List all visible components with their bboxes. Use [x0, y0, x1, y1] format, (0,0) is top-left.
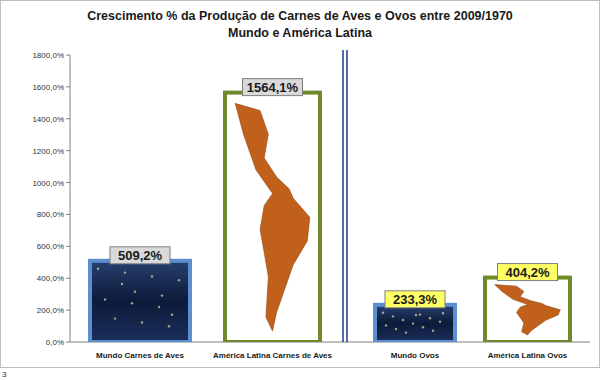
chart: Crescimento % da Produção de Carnes de A…	[0, 0, 600, 380]
annotation: 3	[2, 370, 7, 379]
bar	[485, 278, 570, 342]
y-tick	[66, 214, 70, 215]
y-tick	[66, 182, 70, 183]
y-tick-label: 1200,0%	[32, 147, 64, 156]
bar	[90, 261, 190, 342]
y-tick	[66, 150, 70, 151]
y-tick-label: 1800,0%	[32, 51, 64, 60]
label-box	[243, 79, 303, 96]
label-box	[110, 247, 170, 264]
y-tick	[66, 342, 70, 343]
y-tick-label: 1600,0%	[32, 83, 64, 92]
data-label: 404,2%	[505, 265, 550, 280]
y-tick	[66, 246, 70, 247]
y-axis	[70, 55, 71, 342]
y-tick	[66, 310, 70, 311]
texture	[422, 326, 424, 328]
bar	[225, 93, 320, 342]
texture	[395, 328, 397, 330]
y-tick-label: 0,0%	[46, 338, 64, 347]
y-tick-label: 1000,0%	[32, 179, 64, 188]
y-tick-label: 200,0%	[37, 306, 64, 315]
subtitle: Mundo e América Latina	[228, 26, 373, 40]
texture	[158, 306, 160, 308]
y-tick-label: 1400,0%	[32, 115, 64, 124]
texture	[151, 275, 153, 277]
bars	[90, 93, 570, 342]
texture	[168, 325, 170, 327]
texture	[124, 271, 126, 273]
y-tick	[66, 86, 70, 87]
y-tick-label: 800,0%	[37, 210, 64, 219]
texture	[134, 291, 136, 293]
y-tick-label: 600,0%	[37, 242, 64, 251]
labels: 509,2% 1564,1% 233,3% 404,2%	[110, 79, 558, 308]
data-label: 233,3%	[393, 292, 438, 307]
label-box	[498, 264, 558, 281]
texture	[121, 283, 123, 285]
texture	[439, 321, 441, 323]
texture	[412, 322, 414, 324]
x-tick-label: América Latina Ovos	[488, 351, 568, 360]
x-tick-label: América Latina Carnes de Aves	[213, 351, 333, 360]
label-box	[385, 291, 445, 308]
texture	[432, 330, 434, 332]
texture	[171, 314, 173, 316]
map-shape	[495, 285, 561, 335]
texture	[415, 314, 417, 316]
texture	[104, 298, 106, 300]
title: Crescimento % da Produção de Carnes de A…	[87, 9, 513, 23]
frame	[1, 1, 600, 368]
separator	[346, 50, 348, 342]
texture	[392, 315, 394, 317]
x-tick-label: Mundo Ovos	[391, 351, 440, 360]
map-shape	[235, 103, 310, 331]
data-label: 1564,1%	[247, 80, 299, 95]
texture	[419, 313, 421, 315]
y-tick	[66, 55, 70, 56]
texture	[131, 302, 133, 304]
separator	[342, 50, 344, 342]
y-tick	[66, 118, 70, 119]
texture	[402, 319, 404, 321]
texture	[178, 279, 180, 281]
x-tick-label: Mundo Carnes de Aves	[96, 351, 184, 360]
texture	[97, 268, 99, 270]
texture	[429, 317, 431, 319]
texture	[442, 312, 444, 314]
bar	[375, 305, 455, 342]
texture	[141, 321, 143, 323]
texture	[385, 324, 387, 326]
texture	[114, 317, 116, 319]
texture	[405, 331, 407, 333]
texture	[382, 312, 384, 314]
texture	[161, 294, 163, 296]
y-tick-label: 400,0%	[37, 274, 64, 283]
y-tick	[66, 278, 70, 279]
data-label: 509,2%	[118, 248, 163, 263]
